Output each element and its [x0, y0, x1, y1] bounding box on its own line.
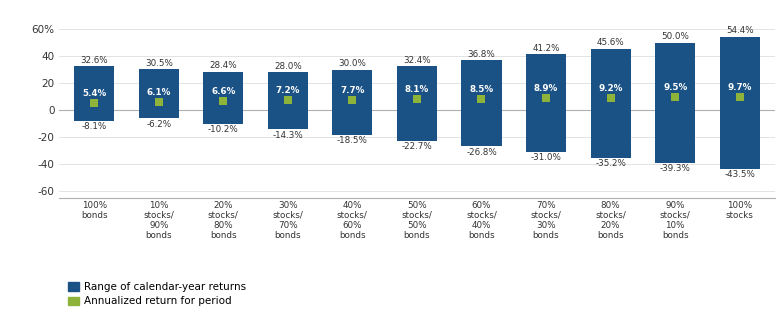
Text: 8.1%: 8.1%: [405, 85, 429, 94]
Bar: [590, 48, 630, 158]
Text: 54.4%: 54.4%: [726, 26, 753, 35]
Text: 28.4%: 28.4%: [210, 61, 237, 70]
Text: -22.7%: -22.7%: [402, 142, 432, 151]
Text: -26.8%: -26.8%: [466, 148, 497, 157]
Bar: [720, 37, 760, 169]
Text: -18.5%: -18.5%: [337, 137, 368, 145]
Bar: [333, 70, 373, 135]
Text: -43.5%: -43.5%: [724, 170, 755, 179]
Text: 30.5%: 30.5%: [145, 59, 173, 68]
Text: 28.0%: 28.0%: [274, 62, 301, 71]
Text: -8.1%: -8.1%: [81, 122, 106, 131]
Text: 7.7%: 7.7%: [341, 86, 365, 95]
Text: 8.9%: 8.9%: [534, 84, 558, 93]
Text: -31.0%: -31.0%: [531, 153, 561, 162]
Bar: [526, 55, 566, 152]
Bar: [461, 60, 501, 146]
Text: 45.6%: 45.6%: [597, 38, 624, 47]
Bar: [204, 72, 244, 124]
Legend: Range of calendar-year returns, Annualized return for period: Range of calendar-year returns, Annualiz…: [64, 278, 250, 311]
Text: 41.2%: 41.2%: [532, 44, 560, 53]
Bar: [268, 72, 308, 130]
Text: -39.3%: -39.3%: [660, 165, 691, 174]
Text: 8.5%: 8.5%: [470, 85, 493, 94]
Text: -14.3%: -14.3%: [272, 131, 303, 140]
Bar: [74, 66, 114, 121]
Text: 32.6%: 32.6%: [81, 56, 108, 65]
Text: -10.2%: -10.2%: [208, 125, 239, 134]
Bar: [139, 69, 179, 118]
Bar: [397, 66, 437, 141]
Text: 9.5%: 9.5%: [663, 83, 687, 92]
Text: -6.2%: -6.2%: [146, 120, 171, 129]
Text: -35.2%: -35.2%: [595, 159, 626, 168]
Text: 7.2%: 7.2%: [276, 86, 300, 95]
Text: 32.4%: 32.4%: [403, 56, 431, 65]
Text: 36.8%: 36.8%: [467, 50, 496, 59]
Text: 6.6%: 6.6%: [211, 87, 236, 96]
Text: 9.7%: 9.7%: [727, 83, 752, 92]
Text: 50.0%: 50.0%: [661, 32, 689, 41]
Text: 5.4%: 5.4%: [82, 89, 106, 98]
Text: 9.2%: 9.2%: [598, 84, 622, 93]
Bar: [655, 42, 695, 163]
Text: 6.1%: 6.1%: [146, 88, 171, 97]
Text: 30.0%: 30.0%: [338, 59, 366, 68]
